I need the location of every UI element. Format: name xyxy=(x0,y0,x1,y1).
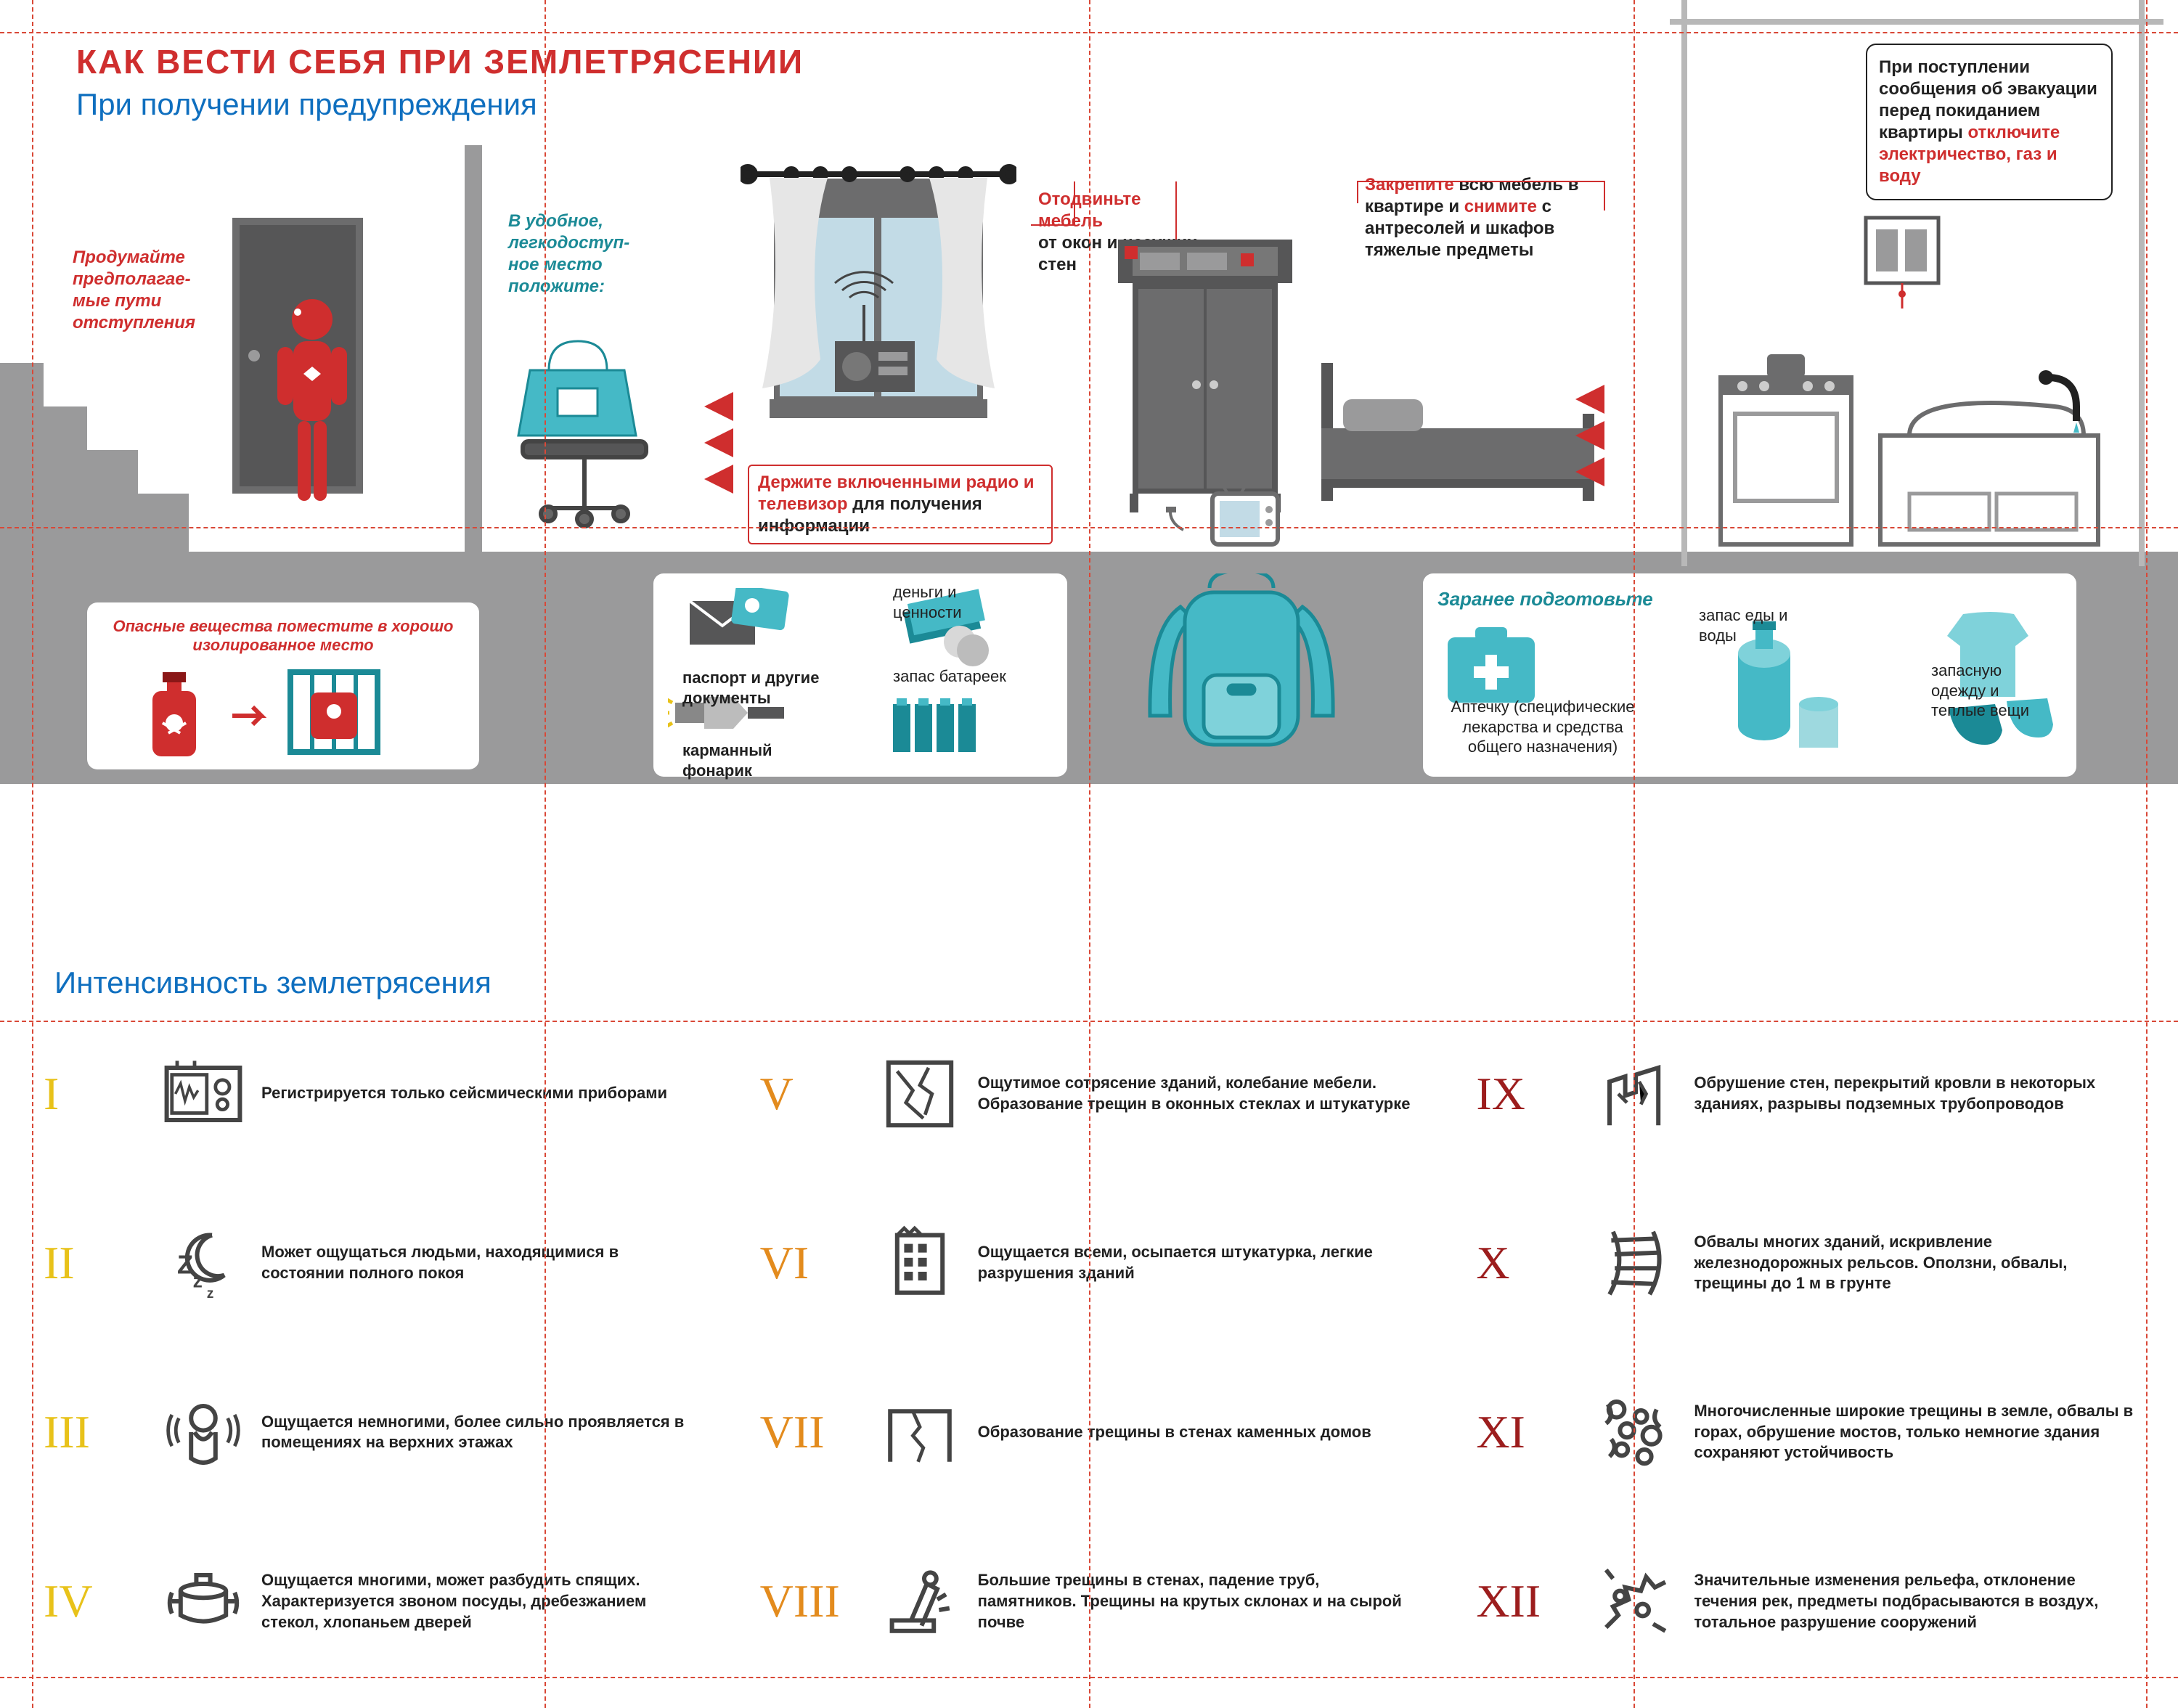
intensity-cell-12: XII Значительные изменения рельефа, откл… xyxy=(1461,1524,2149,1679)
svg-text:z: z xyxy=(207,1286,214,1302)
sleep-icon: Zzz xyxy=(160,1219,247,1307)
svg-text:z: z xyxy=(193,1270,203,1291)
backpack-icon xyxy=(1147,573,1336,769)
chair-bag-icon xyxy=(508,319,668,552)
bag-panel: паспорт и другие документы деньги и ценн… xyxy=(653,573,1067,777)
pipes xyxy=(1670,0,2178,566)
intensity-desc: Обрушение стен, перекрытий кровли в неко… xyxy=(1694,1073,2134,1114)
intensity-num: IX xyxy=(1476,1067,1578,1121)
intensity-cell-2: II Zzz Может ощущаться людьми, находящим… xyxy=(29,1185,717,1340)
intensity-desc: Может ощущаться людьми, находящимися в с… xyxy=(261,1242,702,1283)
intensity-num: XI xyxy=(1476,1405,1578,1459)
intensity-desc: Большие трещины в стенах, падение труб, … xyxy=(978,1570,1419,1633)
wall-crack-icon xyxy=(876,1389,963,1476)
intensity-cell-9: IX Обрушение стен, перекрытий кровли в н… xyxy=(1461,1016,2149,1171)
main-title: КАК ВЕСТИ СЕБЯ ПРИ ЗЕМЛЕТРЯСЕНИИ xyxy=(76,42,804,81)
intensity-desc: Образование трещины в стенах каменных до… xyxy=(978,1422,1371,1443)
hazard-panel: Опасные вещества поместите в хорошо изол… xyxy=(87,602,479,769)
svg-text:Z: Z xyxy=(177,1249,193,1279)
intensity-cell-1: I Регистрируется только сейсмическими пр… xyxy=(29,1016,717,1171)
intensity-num: III xyxy=(44,1405,145,1459)
intensity-num: II xyxy=(44,1236,145,1290)
subtitle: При получении предупреждения xyxy=(76,87,537,122)
prepare-panel: Заранее подготовьте xyxy=(1423,573,2076,777)
intensity-desc: Многочисленные широкие трещины в земле, … xyxy=(1694,1401,2134,1463)
building-damage-icon xyxy=(876,1219,963,1307)
pot-waves-icon xyxy=(160,1558,247,1645)
intensity-num: XII xyxy=(1476,1574,1578,1628)
window-radio-icon xyxy=(741,160,1016,465)
landslide-icon xyxy=(1592,1389,1679,1476)
intensity-num: IV xyxy=(44,1574,145,1628)
intensity-desc: Ощущается немногими, более сильно проявл… xyxy=(261,1412,702,1453)
intensity-num: V xyxy=(760,1067,862,1121)
intensity-cell-8: VIII Большие трещины в стенах, падение т… xyxy=(746,1524,1433,1679)
wall-pillar xyxy=(465,145,482,552)
intensity-desc: Обвалы многих зданий, искривление железн… xyxy=(1694,1232,2134,1294)
scene: Продумайте предполагае- мые пути отступл… xyxy=(0,145,2178,784)
intensity-num: VI xyxy=(760,1236,862,1290)
intensity-cell-4: IV Ощущается многими, может разбудить сп… xyxy=(29,1524,717,1679)
collapse-icon xyxy=(1592,1050,1679,1137)
seismograph-icon xyxy=(160,1050,247,1137)
rails-icon xyxy=(1592,1219,1679,1307)
intensity-num: VII xyxy=(760,1405,862,1459)
intensity-desc: Ощущается многими, может разбудить спящи… xyxy=(261,1570,702,1633)
intensity-desc: Ощутимое сотрясение зданий, колебание ме… xyxy=(978,1073,1419,1114)
intensity-cell-7: VII Образование трещины в стенах каменны… xyxy=(746,1355,1433,1510)
connector-lines xyxy=(1031,167,1612,298)
intensity-cell-10: X Обвалы многих зданий, искривление желе… xyxy=(1461,1185,2149,1340)
intensity-cell-5: V Ощутимое сотрясение зданий, колебание … xyxy=(746,1016,1433,1171)
intensity-title: Интенсивность землетрясения xyxy=(54,965,492,1000)
door-and-person-icon xyxy=(203,218,407,552)
total-destruction-icon xyxy=(1592,1558,1679,1645)
intensity-cell-11: XI Многочисленные широкие трещины в земл… xyxy=(1461,1355,2149,1510)
arrow-stack-icon xyxy=(697,385,741,515)
radio-callout: Держите включенными радио и телевизор дл… xyxy=(748,465,1053,544)
person-waves-icon xyxy=(160,1389,247,1476)
intensity-cell-3: III Ощущается немногими, более сильно пр… xyxy=(29,1355,717,1510)
intensity-num: I xyxy=(44,1067,145,1121)
intensity-desc: Значительные изменения рельефа, отклонен… xyxy=(1694,1570,2134,1633)
crack-window-icon xyxy=(876,1050,963,1137)
put-callout: В удобное, легкодоступ- ное место положи… xyxy=(508,211,675,298)
intensity-num: X xyxy=(1476,1236,1578,1290)
intensity-num: VIII xyxy=(760,1574,862,1628)
intensity-desc: Регистрируется только сейсмическими приб… xyxy=(261,1083,667,1104)
escape-callout: Продумайте предполагае- мые пути отступл… xyxy=(73,247,218,334)
monument-fall-icon xyxy=(876,1558,963,1645)
intensity-desc: Ощущается всеми, осыпается штукатурка, л… xyxy=(978,1242,1419,1283)
intensity-grid: I Регистрируется только сейсмическими пр… xyxy=(29,1016,2149,1679)
intensity-cell-6: VI Ощущается всеми, осыпается штукатурка… xyxy=(746,1185,1433,1340)
hazard-icons xyxy=(102,665,465,759)
